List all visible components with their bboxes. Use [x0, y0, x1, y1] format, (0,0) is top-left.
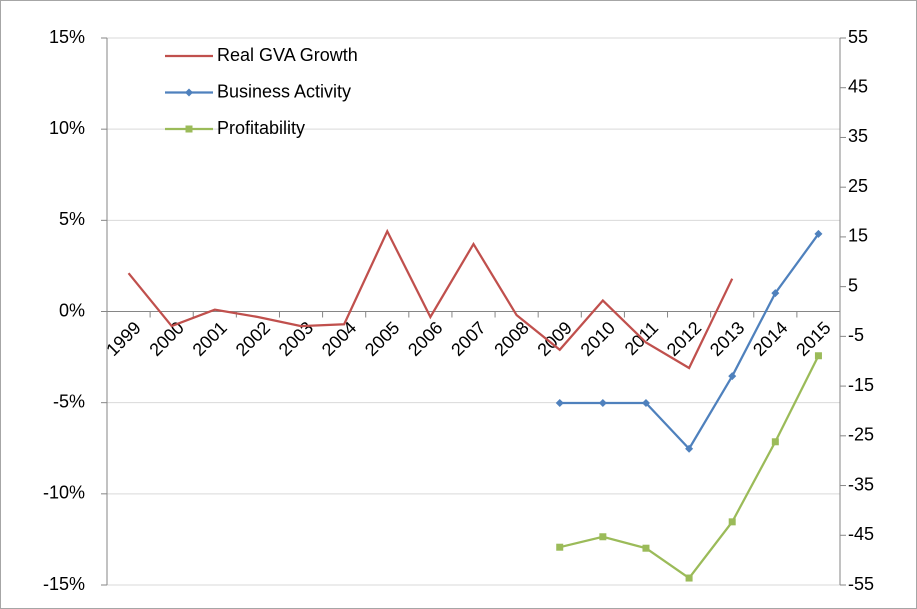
- series-line: [127, 228, 734, 370]
- marker: [685, 444, 694, 453]
- y-tick-label: -15%: [43, 574, 85, 594]
- marker: [814, 229, 823, 238]
- marker: [642, 544, 650, 552]
- y2-tick-label: -25: [848, 425, 874, 445]
- marker: [185, 88, 193, 97]
- legend-label: Real GVA Growth: [217, 45, 358, 65]
- marker: [771, 289, 780, 298]
- y2-tick-label: 25: [848, 176, 868, 196]
- marker: [556, 543, 564, 551]
- marker: [185, 125, 193, 133]
- y2-tick-label: 45: [848, 76, 868, 96]
- marker: [598, 398, 607, 407]
- y2-tick-label: 15: [848, 226, 868, 246]
- y2-tick-label: -55: [848, 574, 874, 594]
- y2-tick-label: -15: [848, 375, 874, 395]
- y-tick-label: -10%: [43, 483, 85, 503]
- y2-tick-label: -35: [848, 474, 874, 494]
- y2-tick-label: -45: [848, 524, 874, 544]
- marker: [685, 574, 693, 582]
- marker: [814, 352, 822, 360]
- y2-tick-label: -5: [848, 325, 864, 345]
- y-tick-label: 10%: [49, 118, 85, 138]
- y-tick-label: -5%: [53, 391, 85, 411]
- y-tick-label: 0%: [59, 300, 85, 320]
- marker: [555, 398, 564, 407]
- y2-tick-label: 5: [848, 275, 858, 295]
- legend-label: Profitability: [217, 118, 305, 138]
- y2-tick-label: 55: [848, 27, 868, 47]
- marker: [728, 518, 736, 526]
- legend-label: Business Activity: [217, 81, 351, 101]
- marker: [641, 398, 650, 407]
- marker: [599, 533, 607, 541]
- y-tick-label: 15%: [49, 27, 85, 47]
- y-tick-label: 5%: [59, 209, 85, 229]
- marker: [771, 438, 779, 446]
- y2-tick-label: 35: [848, 126, 868, 146]
- marker: [728, 372, 737, 381]
